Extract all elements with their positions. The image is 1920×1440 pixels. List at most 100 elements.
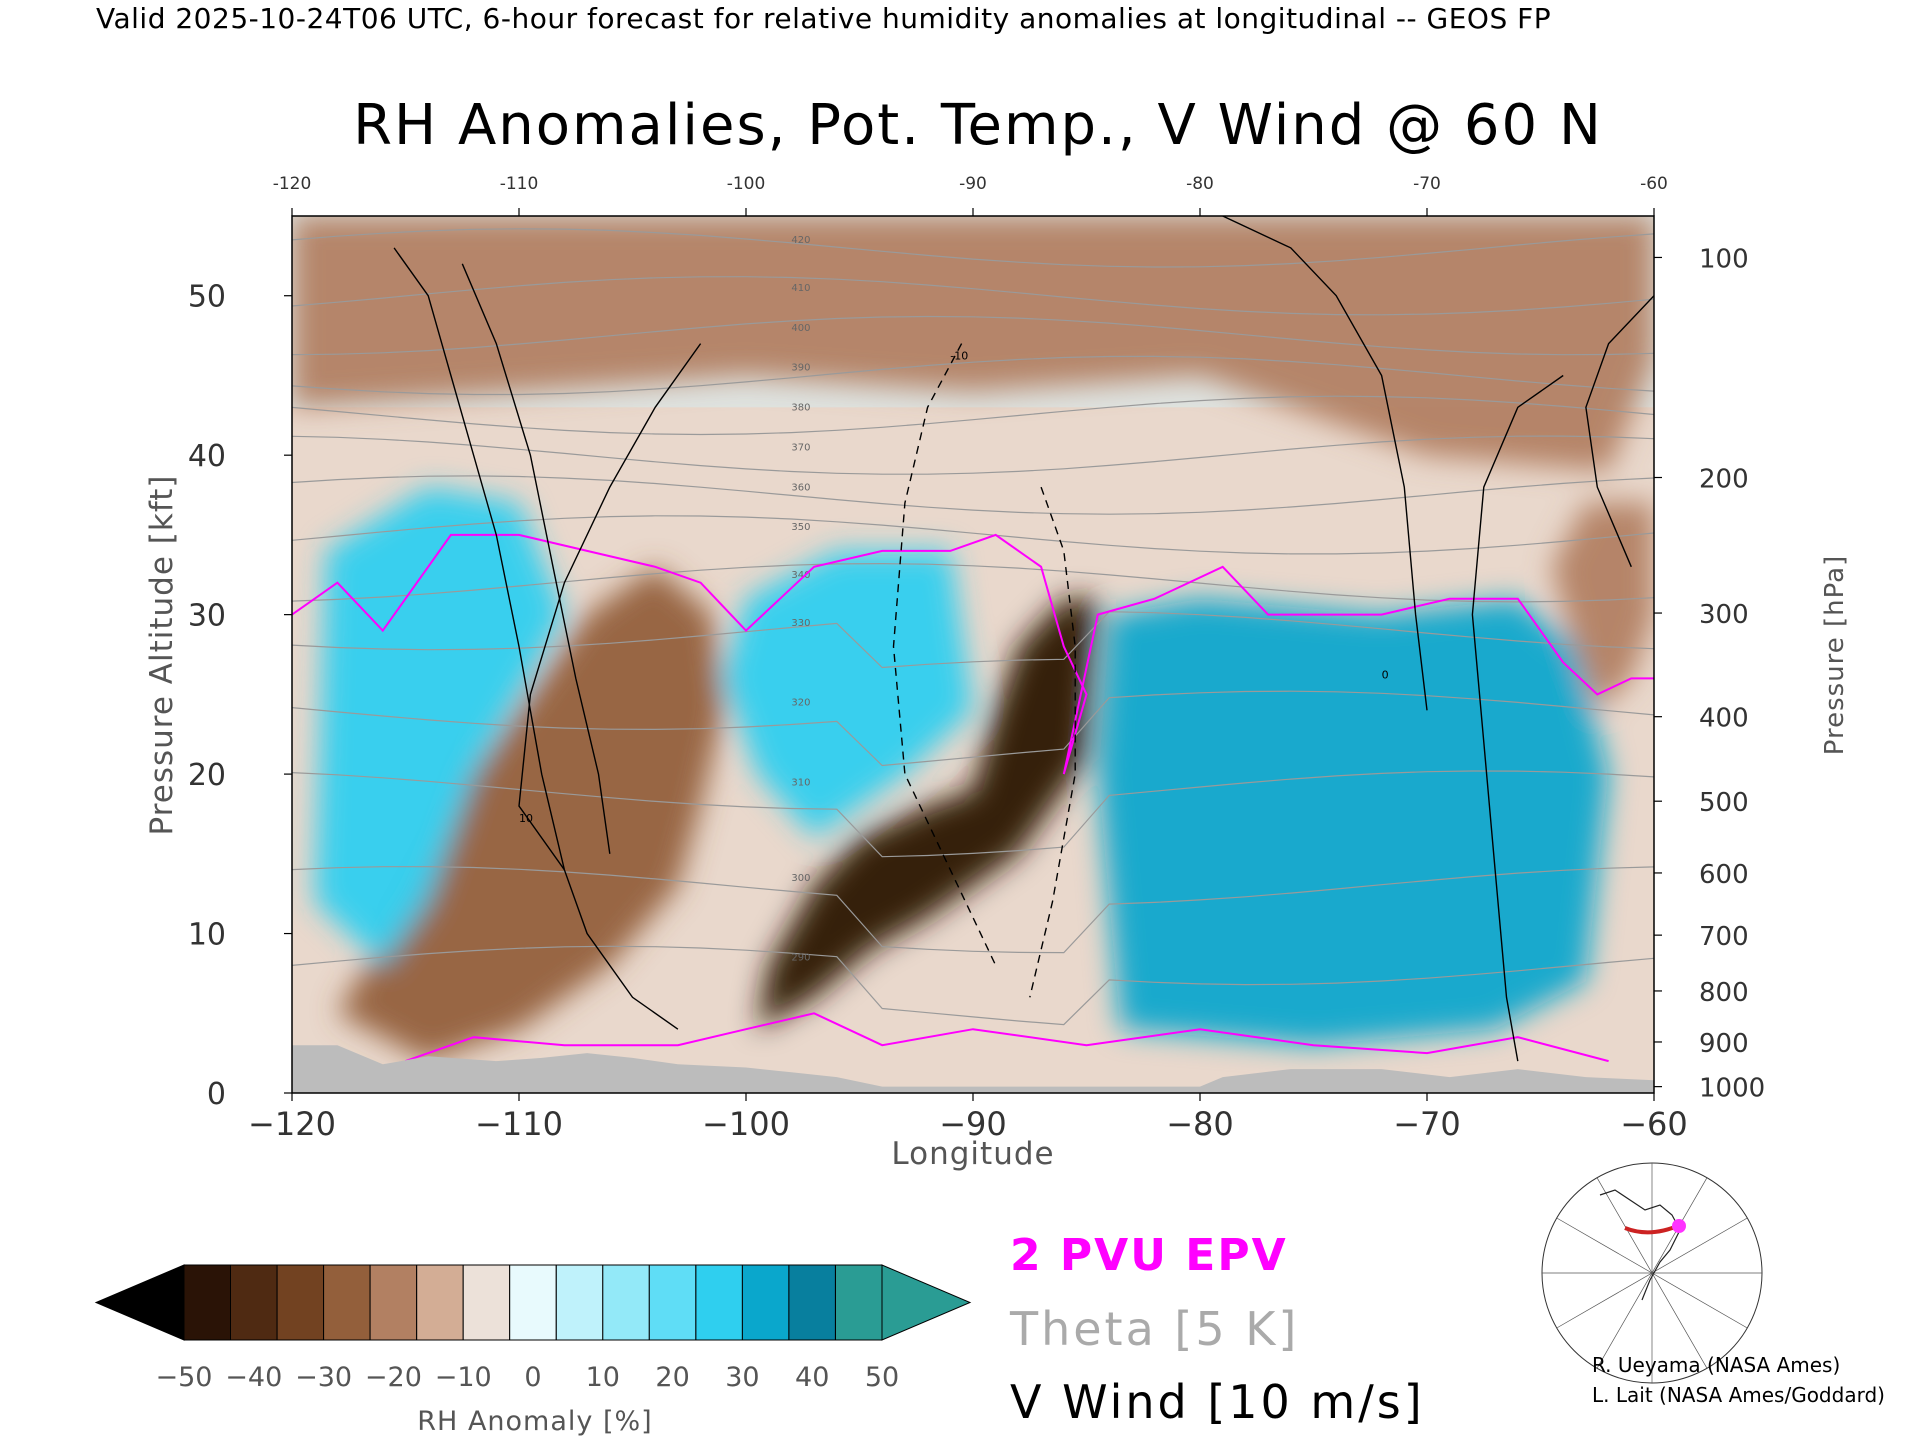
theta-label-350: 350 [791,522,810,533]
theta-contour-350 [292,515,1654,555]
theta-label-370: 370 [791,442,810,453]
x-top-tick-label-1: -110 [500,174,539,194]
theta-label-290: 290 [791,953,810,964]
colorbar-swatch-7 [509,1264,557,1341]
contour-lines: 290 300 310 320 330 340 350 360 370 380 390 400 410 4… [292,216,1654,1093]
theta-contour-410 [292,276,1654,316]
p-tick-label-1: 200 [1699,465,1749,495]
colorbar-swatch-8 [555,1264,604,1341]
wind-label-10: 10 [519,812,533,825]
topography [292,1045,1654,1093]
colorbar-tick-8: 30 [725,1362,759,1393]
colorbar-tick-7: 20 [655,1362,689,1393]
theta-contour-400 [292,315,1654,356]
legend-theta: Theta [5 K] [1009,1302,1299,1356]
theta-label-390: 390 [791,363,810,374]
colorbar-extend-high [881,1264,972,1341]
y-tick-label-0: 0 [207,1077,226,1112]
credit-1: R. Ueyama (NASA Ames) [1592,1353,1840,1377]
theta-contour-380 [292,395,1654,436]
theta-contour-360 [292,475,1654,515]
p-tick-label-9: 1000 [1699,1074,1765,1104]
theta-label-330: 330 [791,618,810,629]
colorbar-swatch-3 [323,1264,371,1341]
p-tick-label-2: 300 [1699,600,1749,630]
wind-contour-10-west [461,263,611,854]
x-tick-label-0: −120 [248,1105,336,1143]
theta-contour-420 [292,228,1654,268]
theta-label-360: 360 [791,482,810,493]
chart-title: RH Anomalies, Pot. Temp., V Wind @ 60 N [353,93,1603,158]
wind-contour-neg10-b [1029,486,1076,998]
theta-label-420: 420 [791,235,810,246]
colorbar-swatch-1 [230,1264,278,1341]
anomaly-region-moist-5 [314,487,565,966]
colorbar-swatch-0 [183,1264,231,1341]
wind-contour-0-west [393,247,679,1030]
y-axis-label: Pressure Altitude [kft] [144,475,180,836]
wind-contour-0-east2 [1471,374,1564,1062]
colorbar-swatch-13 [788,1264,836,1341]
x-tick-label-1: −110 [475,1105,563,1143]
colorbar-label: RH Anomaly [%] [417,1406,652,1437]
theta-label-400: 400 [791,323,810,334]
p-tick-label-4: 500 [1699,788,1749,818]
colorbar-tick-5: 0 [524,1362,541,1393]
theta-label-320: 320 [791,698,810,709]
theta-contour-340 [292,562,1654,603]
x-top-tick-label-4: -80 [1186,174,1214,194]
theta-label-410: 410 [791,283,810,294]
theta-label-380: 380 [791,403,810,414]
anomaly-region-moist-7 [1097,598,1609,1046]
colorbar: −50 −40 −30 −20 −10 0 10 20 30 40 50 [94,1264,972,1393]
legend-vwind: V Wind [10 m/s] [1010,1375,1425,1429]
x-tick-label-4: −80 [1166,1105,1234,1143]
x-axis-label: Longitude [891,1136,1054,1172]
colorbar-swatch-11 [695,1264,743,1341]
colorbar-tick-3: −20 [365,1362,422,1393]
colorbar-tick-9: 40 [795,1362,829,1393]
map-frame [1550,1160,1756,1310]
p-tick-label-3: 400 [1699,704,1749,734]
map-section-line [1624,1223,1681,1235]
anomaly-region-moist-6 [723,550,973,838]
anomaly-fields [292,216,1654,1062]
p-tick-label-6: 700 [1699,922,1749,952]
y-tick-label-4: 40 [188,439,226,474]
theta-label-340: 340 [791,570,810,581]
theta-contour-290 [292,945,1654,1026]
map-marker [1672,1219,1686,1233]
axes: −120-120−110-110−100-100−90-90−80-80−70-… [188,174,1765,1143]
p-tick-label-0: 100 [1699,244,1749,274]
theta-contour-320 [292,690,1654,767]
wind-label-neg10: -10 [950,350,968,363]
x-top-tick-label-5: -70 [1413,174,1441,194]
colorbar-swatch-9 [602,1264,650,1341]
x-top-tick-label-6: -60 [1640,174,1668,194]
epv-contour-low [405,1012,1609,1063]
theta-contour-390 [292,355,1654,396]
theta-contour-310 [292,770,1654,858]
colorbar-tick-0: −50 [156,1362,213,1393]
theta-contour-370 [292,435,1654,475]
colorbar-swatch-10 [648,1264,697,1341]
x-top-tick-label-3: -90 [959,174,987,194]
y-tick-label-5: 50 [188,280,226,315]
colorbar-swatch-2 [276,1264,325,1341]
x-tick-label-6: −60 [1620,1105,1688,1143]
colorbar-tick-2: −30 [295,1362,352,1393]
wind-contour-0-central [518,343,702,871]
y-tick-label-2: 20 [188,758,226,793]
p-tick-label-8: 900 [1699,1029,1749,1059]
x-top-tick-label-2: -100 [727,174,766,194]
colorbar-extend-low [94,1264,185,1341]
wind-contour-neg10-central [892,343,997,966]
x-tick-label-2: −100 [702,1105,790,1143]
colorbar-swatch-4 [369,1264,418,1341]
colorbar-swatch-5 [416,1264,464,1341]
map-coastline [1599,1189,1681,1301]
p-tick-label-7: 800 [1699,978,1749,1008]
wind-contour-0-east [1222,216,1428,711]
x-tick-label-3: −90 [939,1105,1007,1143]
theta-contour-300 [292,866,1654,954]
